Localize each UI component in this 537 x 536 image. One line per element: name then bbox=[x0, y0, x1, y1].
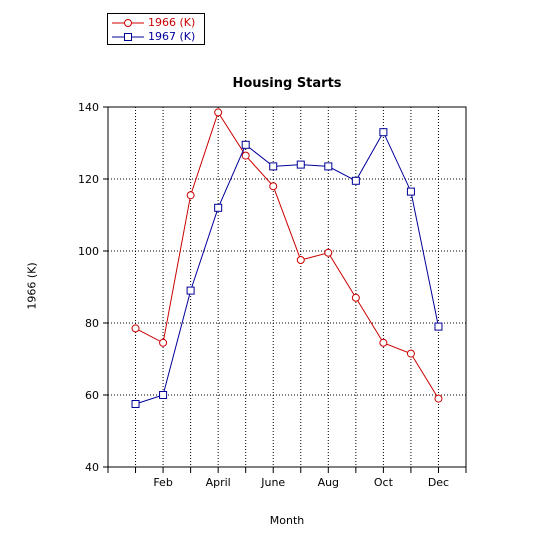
data-point-square bbox=[351, 176, 360, 185]
data-point-square bbox=[214, 203, 223, 212]
data-point-circle bbox=[214, 108, 223, 117]
data-point-square bbox=[324, 162, 333, 171]
x-tick-label: Dec bbox=[428, 476, 449, 489]
legend-marker-circle-icon bbox=[112, 19, 144, 27]
legend-item-1966: 1966 (K) bbox=[108, 16, 204, 30]
y-tick-label: 100 bbox=[78, 245, 99, 258]
plot-frame bbox=[107, 106, 467, 468]
x-axis-label: Month bbox=[269, 514, 305, 527]
data-point-square bbox=[269, 162, 278, 171]
data-point-circle bbox=[406, 349, 415, 358]
y-tick-label: 40 bbox=[85, 461, 99, 474]
series-line-1 bbox=[135, 111, 439, 399]
x-tick-label: June bbox=[260, 476, 285, 489]
data-point-square bbox=[379, 128, 388, 137]
data-point-square bbox=[186, 286, 195, 295]
x-tick-label: Feb bbox=[153, 476, 172, 489]
data-point-circle bbox=[186, 191, 195, 200]
data-point-square bbox=[131, 400, 140, 408]
y-tick-label: 120 bbox=[78, 173, 99, 186]
x-tick-label: April bbox=[206, 476, 231, 489]
x-tick-label: Oct bbox=[374, 476, 394, 489]
series-line-2 bbox=[135, 131, 439, 405]
y-tick-label: 80 bbox=[85, 317, 99, 330]
data-point-circle bbox=[241, 151, 250, 160]
legend: 1966 (K) 1967 (K) bbox=[107, 13, 205, 45]
data-point-circle bbox=[269, 182, 278, 191]
data-point-square bbox=[296, 160, 305, 169]
y-tick-label: 140 bbox=[78, 101, 99, 114]
data-point-circle bbox=[434, 394, 443, 403]
y-tick-label: 60 bbox=[85, 389, 99, 402]
data-point-circle bbox=[324, 248, 333, 257]
data-point-square bbox=[159, 391, 168, 399]
legend-item-1967: 1967 (K) bbox=[108, 30, 204, 44]
legend-label-1966: 1966 (K) bbox=[148, 16, 196, 29]
data-point-square bbox=[241, 140, 250, 149]
data-point-circle bbox=[379, 338, 388, 347]
legend-label-1967: 1967 (K) bbox=[148, 30, 196, 43]
data-point-square bbox=[434, 322, 443, 331]
chart-title: Housing Starts bbox=[232, 76, 342, 91]
data-point-square bbox=[406, 187, 415, 196]
legend-marker-square-icon bbox=[112, 33, 144, 41]
data-point-circle bbox=[131, 324, 140, 333]
data-point-circle bbox=[159, 338, 168, 347]
data-point-circle bbox=[351, 293, 360, 302]
data-point-circle bbox=[296, 256, 305, 264]
x-tick-label: Aug bbox=[318, 476, 339, 489]
